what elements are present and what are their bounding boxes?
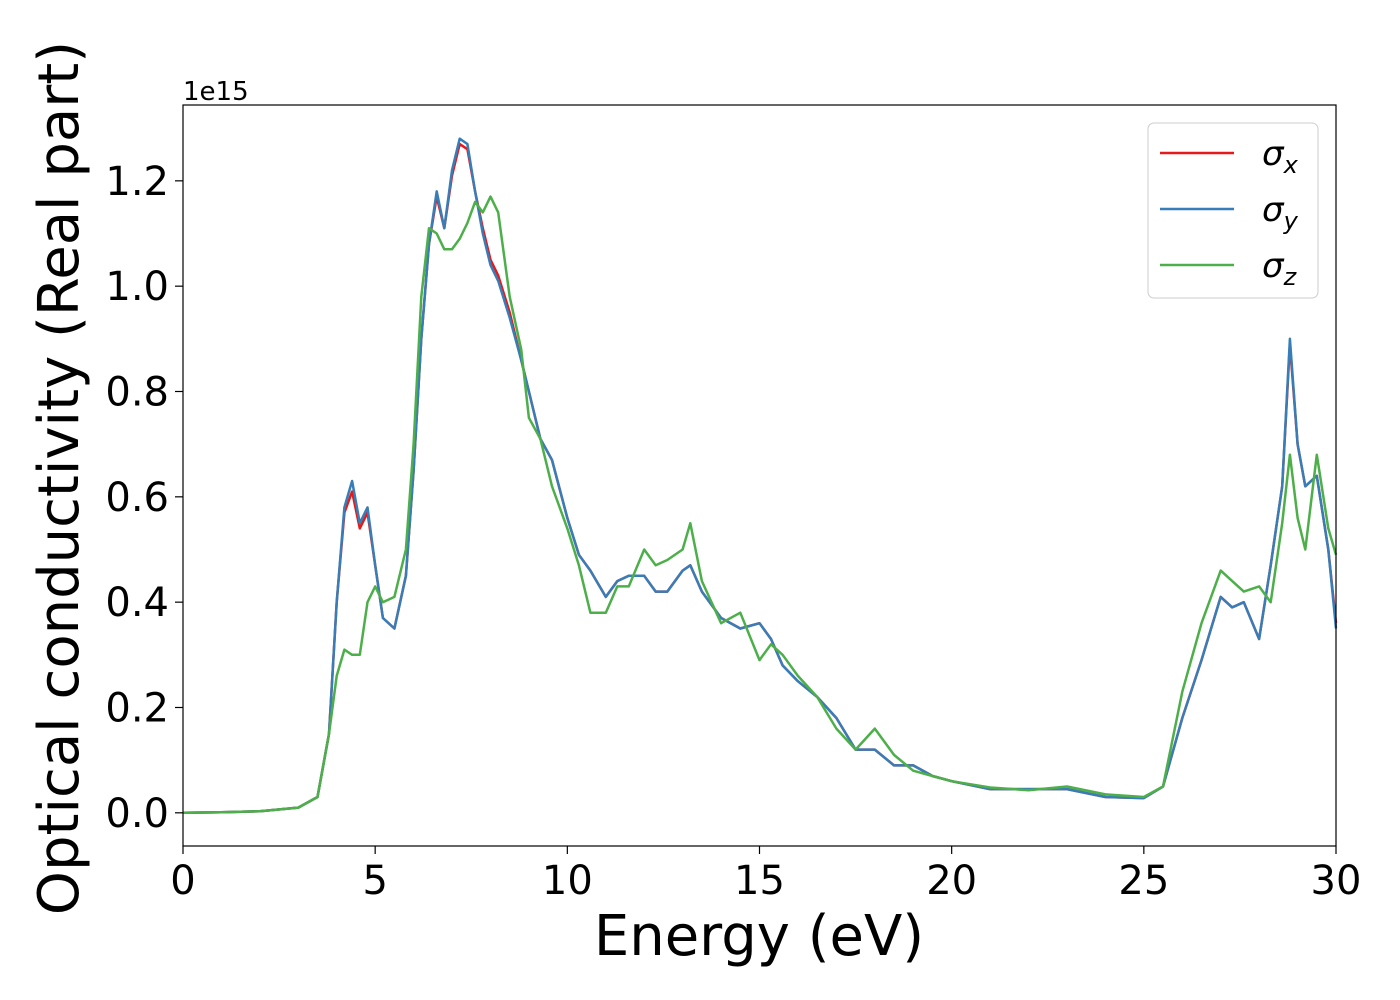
y-tick-label: 0.4 xyxy=(105,580,169,626)
y-tick-label: 0.6 xyxy=(105,475,169,521)
legend-label: σy xyxy=(1262,190,1299,235)
series-line xyxy=(182,137,1338,815)
y-axis-label: Optical conductivity (Real part) xyxy=(27,41,92,915)
y-tick-label: 0.2 xyxy=(105,685,169,731)
legend-label: σz xyxy=(1262,246,1298,291)
plot-frame xyxy=(182,104,1337,847)
x-tick-label: 30 xyxy=(1311,858,1362,904)
legend-box xyxy=(1147,122,1319,299)
x-tick-label: 20 xyxy=(926,858,977,904)
x-tick-label: 15 xyxy=(734,858,785,904)
x-tick-label: 25 xyxy=(1118,858,1169,904)
y-tick-label: 1.2 xyxy=(105,159,169,205)
y-tick-label: 0.8 xyxy=(105,369,169,415)
x-tick-label: 10 xyxy=(542,858,593,904)
y-tick-label: 0.0 xyxy=(105,791,169,837)
x-tick-label: 0 xyxy=(170,858,195,904)
y-tick-label: 1.0 xyxy=(105,264,169,310)
series-line xyxy=(182,195,1338,815)
legend-label: σx xyxy=(1262,134,1299,179)
y-offset-label: 1e15 xyxy=(183,77,249,107)
x-axis-label: Energy (eV) xyxy=(594,904,924,969)
x-tick-label: 5 xyxy=(362,858,387,904)
